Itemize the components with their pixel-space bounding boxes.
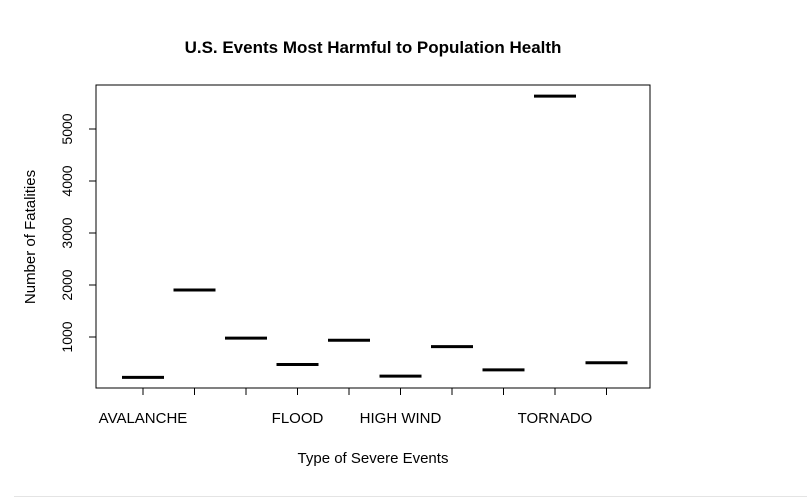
x-tick-label: TORNADO — [518, 410, 593, 427]
x-tick-label: AVALANCHE — [99, 410, 188, 427]
plot-frame — [95, 84, 651, 389]
y-tick-label: 4000 — [59, 165, 75, 196]
x-axis: AVALANCHE FLOOD HIGH WIND TORNADO — [99, 387, 607, 427]
y-tick-label: 2000 — [59, 269, 75, 300]
y-tick-label: 1000 — [59, 321, 75, 352]
bottom-divider — [14, 496, 807, 497]
x-tick-label: HIGH WIND — [360, 410, 442, 427]
x-axis-title: Type of Severe Events — [298, 450, 449, 467]
y-tick-label: 3000 — [59, 217, 75, 248]
chart-title: U.S. Events Most Harmful to Population H… — [185, 38, 562, 57]
data-marks — [122, 94, 628, 379]
y-tick-label: 5000 — [59, 113, 75, 144]
y-axis: 1000 2000 3000 4000 5000 — [59, 113, 97, 353]
y-axis-title: Number of Fatalities — [22, 170, 39, 304]
x-tick-label: FLOOD — [272, 410, 324, 427]
